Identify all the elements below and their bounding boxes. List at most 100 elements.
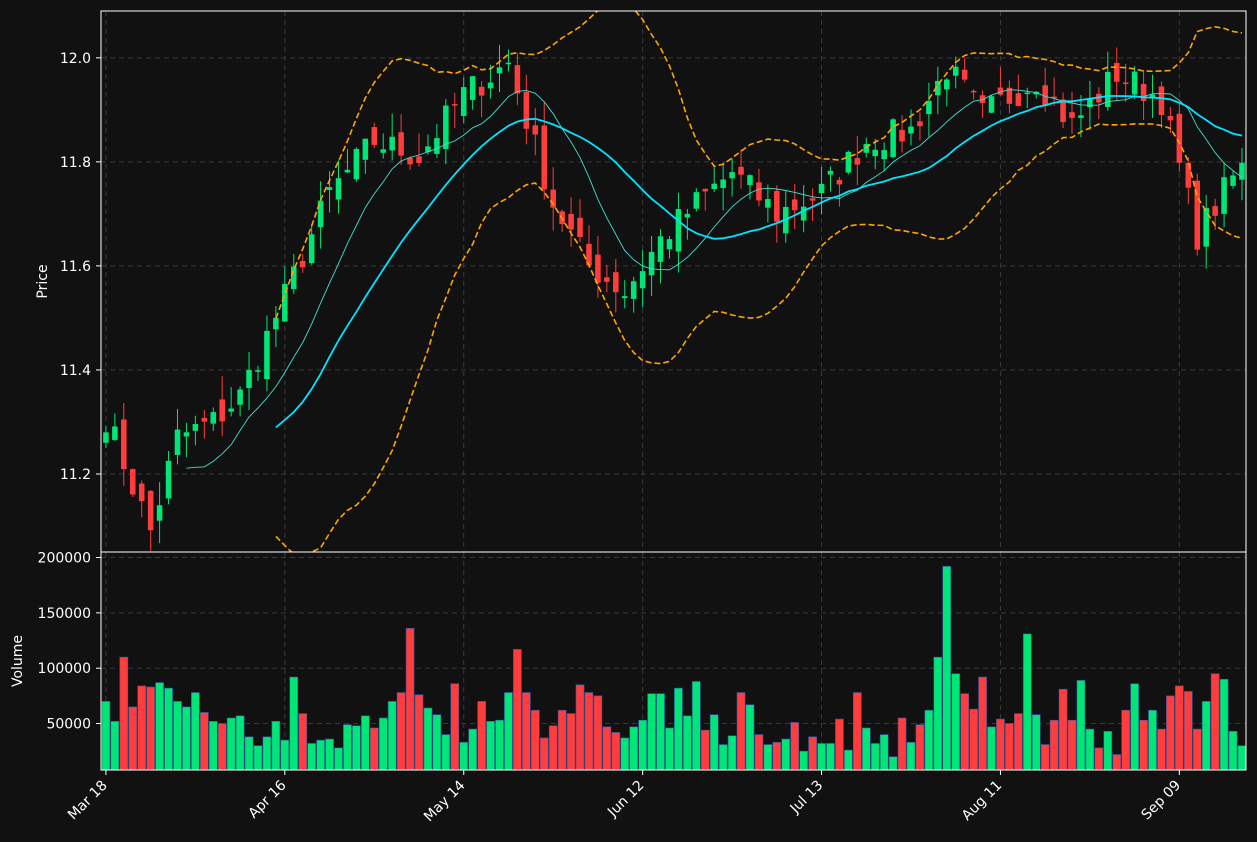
candle-body (1105, 71, 1111, 107)
candle-body (532, 125, 539, 135)
candle-body (183, 432, 190, 437)
candle-body (720, 179, 726, 189)
candle-body (425, 146, 431, 152)
candle-body (237, 389, 243, 405)
candle-body (1212, 206, 1218, 216)
candle-body (1042, 85, 1048, 106)
candle-body (827, 170, 834, 175)
candle-body (129, 469, 136, 495)
volume-bar (1112, 754, 1122, 770)
volume-bar (906, 742, 916, 770)
volume-bar (1192, 728, 1202, 770)
candle-body (1158, 86, 1165, 115)
volume-bar (155, 682, 164, 770)
candle-body (702, 188, 709, 192)
candle-body (1167, 115, 1174, 121)
candle-body (630, 281, 637, 299)
candle-body (210, 412, 217, 424)
candle-body (505, 62, 512, 65)
volume-bar (262, 736, 272, 770)
volume-bar (691, 681, 701, 770)
candle-body (800, 206, 807, 221)
candle-body (121, 419, 127, 470)
volume-bar (173, 701, 182, 770)
candle-body (487, 82, 494, 89)
candle-body (666, 239, 673, 250)
candle-body (747, 175, 753, 186)
volume-bar (1022, 633, 1032, 770)
candle-body (353, 148, 360, 180)
volume-bar (352, 725, 361, 770)
volume-bar (674, 687, 683, 770)
candle-body (362, 138, 369, 160)
volume-tick-label: 100000 (38, 661, 91, 677)
volume-bar (593, 695, 603, 770)
candle-body (657, 236, 664, 262)
volume-bar (298, 713, 308, 770)
volume-bar (781, 738, 791, 770)
volume-bar (119, 656, 129, 770)
candle-body (738, 166, 744, 175)
volume-bar (1058, 688, 1068, 770)
volume-bar (799, 750, 808, 770)
candle-body (335, 178, 342, 200)
candle-body (809, 198, 816, 201)
volume-bar (539, 737, 549, 770)
candle-body (273, 317, 279, 330)
candle-body (774, 190, 780, 222)
volume-bar (530, 709, 540, 770)
candle-body (863, 143, 870, 153)
candle-body (165, 460, 172, 499)
volume-bar (835, 718, 844, 770)
volume-bar (548, 725, 558, 770)
candle-body (255, 370, 261, 372)
volume-bar (1130, 683, 1139, 770)
volume-bar (289, 676, 299, 770)
volume-bar (280, 739, 290, 770)
volume-bar (942, 566, 952, 770)
date-tick-label: Aug 11 (959, 778, 1005, 824)
candle-body (952, 66, 959, 76)
price-tick-label: 11.2 (60, 467, 91, 483)
volume-bar (647, 693, 656, 770)
volume-bar (387, 701, 397, 770)
candle-body (586, 243, 592, 266)
volume-bar (325, 738, 334, 770)
candle-body (496, 67, 503, 74)
volume-bar (1183, 691, 1193, 770)
volume-bar (432, 714, 442, 770)
candle-body (756, 182, 762, 201)
candle-body (1051, 96, 1057, 99)
volume-bar (620, 737, 630, 770)
volume-bar (709, 714, 719, 770)
volume-bar (924, 709, 934, 770)
candle-body (1015, 93, 1022, 107)
candle-body (407, 157, 413, 165)
candle-body (344, 169, 351, 173)
volume-bar (960, 693, 969, 770)
candle-body (103, 432, 109, 443)
candles-group (103, 11, 1245, 552)
volume-bar (557, 709, 567, 770)
price-tick-label: 12.0 (60, 51, 91, 67)
candle-body (514, 65, 521, 94)
volume-tick-label: 150000 (38, 606, 91, 622)
volume-bar (844, 749, 853, 770)
volume-bar (244, 736, 254, 770)
volume-bar (611, 732, 621, 770)
volume-bar (513, 649, 522, 770)
candle-body (890, 119, 896, 158)
price-panel-frame (100, 10, 1247, 553)
volume-bar (745, 704, 755, 770)
candle-body (308, 234, 315, 264)
candle-body (389, 136, 395, 151)
candle-body (1113, 62, 1120, 82)
volume-bar (128, 706, 138, 770)
volume-bar (996, 718, 1005, 770)
volume-bar (334, 747, 343, 770)
candle-body (138, 483, 145, 502)
candle-body (1140, 83, 1147, 101)
volume-bar (495, 719, 504, 770)
candle-body (729, 172, 735, 179)
